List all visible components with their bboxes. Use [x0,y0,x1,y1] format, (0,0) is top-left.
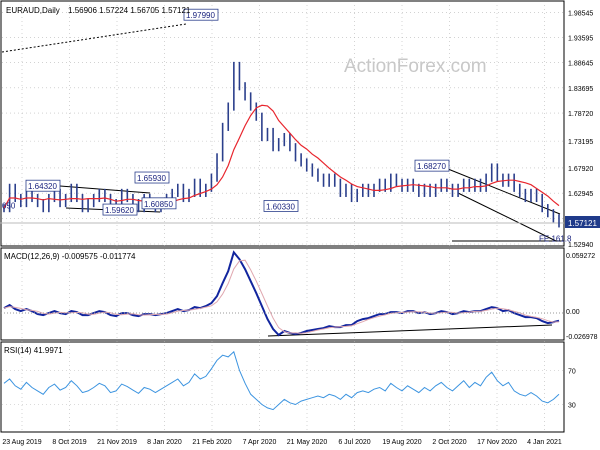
annotation-label: 1.97990 [183,8,219,21]
annotation-text: 1.64320 [28,182,57,191]
annotation-label: 1.64320 [25,179,61,192]
annotation-label: FE 161.8 [539,235,572,244]
rsi-panel-frame [0,341,565,433]
price-axis-label: 1.62945 [568,191,593,198]
annotation-label: 1.68270 [414,159,450,172]
macd-axis-label: 0.00 [566,309,580,316]
dashed-trendline [1,23,187,53]
rsi-axis-label: 30 [568,403,576,410]
date-axis-label: 19 Aug 2020 [382,439,421,446]
rsi-line [3,350,560,411]
annotation-text: 1.68270 [417,162,446,171]
macd-signal-line [3,259,560,334]
price-axis-label: 1.88645 [568,61,593,68]
macd-panel-frame [0,247,565,341]
date-axis-label: 2 Oct 2020 [432,439,466,446]
price-bars [3,61,560,228]
annotation-box [102,203,138,216]
channel-upper-line [447,168,561,215]
channel-lower-line [457,192,557,242]
date-axis-label: 4 Jan 2021 [527,439,562,446]
annotation-text: 1.60850 [144,200,173,209]
macd-axis-label: 0.059272 [566,253,595,260]
price-axis-label: 1.78720 [568,111,593,118]
price-axis-label: 1.52940 [568,242,593,249]
date-axis-label: 21 Feb 2020 [192,439,231,446]
annotation-text: 050 [2,202,16,211]
annotation-label: 1.59620 [102,203,138,216]
moving-average-line [3,104,560,209]
annotation-box [25,179,61,192]
rsi-title: RSI(14) 41.9971 [4,346,63,355]
annotation-label: 050 [2,202,16,211]
macd-axis-label: -0.026978 [566,334,598,341]
chart-header: EURAUD,Daily 1.56906 1.57224 1.56705 1.5… [6,6,191,15]
macd-title: MACD(12,26,9) -0.009575 -0.011774 [4,252,136,261]
annotation-label: 1.65930 [134,171,170,184]
macd-line [3,250,560,337]
rsi-axis-label: 70 [568,369,576,376]
date-axis-label: 21 Nov 2019 [97,439,137,446]
annotation-box [141,197,177,210]
macd-trendline [267,324,553,337]
date-axis-label: 23 Aug 2019 [2,439,41,446]
symbol-timeframe: EURAUD,Daily [6,6,60,15]
date-axis-label: 8 Jan 2020 [147,439,182,446]
price-axis-label: 1.93595 [568,36,593,43]
annotation-text: 1.60330 [266,202,295,211]
annotation-text: 1.59620 [105,206,134,215]
annotation-box [263,200,299,212]
price-axis-label: 1.67920 [568,166,593,173]
date-axis-label: 8 Oct 2019 [52,439,86,446]
annotation-box [134,171,170,184]
date-axis-label: 7 Apr 2020 [243,439,277,446]
date-axis-label: 6 Jul 2020 [338,439,370,446]
ohlc-values: 1.56906 1.57224 1.56705 1.57121 [68,6,191,15]
watermark: ActionForex.com [344,56,487,77]
price-annotations: 1.97990 1.65930 1.64320 1.59620 1.60850 1.603… [2,8,572,244]
price-axis-label: 1.83695 [568,86,593,93]
y-axis-labels: 1.98545 1.93595 1.88645 1.83695 1.78720 1.731… [566,10,598,409]
x-axis-labels: 23 Aug 2019 8 Oct 2019 21 Nov 2019 8 Jan 20… [2,439,562,446]
price-panel-frame [0,0,565,247]
price-axis-label: 1.98545 [568,10,593,17]
current-price-tag-bg [565,216,600,228]
annotation-text: 1.65930 [137,174,166,183]
price-axis-label: 1.73195 [568,139,593,146]
annotation-text: 1.97990 [186,11,215,20]
annotation-label: 1.60850 [141,197,177,210]
annotation-box [183,8,219,21]
annotation-box [414,159,450,172]
date-axis-label: 21 May 2020 [287,439,328,446]
annotation-text: FE 161.8 [539,235,572,244]
annotation-label: 1.60330 [263,200,299,212]
grid-lines [2,5,563,430]
date-axis-label: 17 Nov 2020 [477,439,517,446]
current-price-tag: 1.57121 [568,219,597,228]
